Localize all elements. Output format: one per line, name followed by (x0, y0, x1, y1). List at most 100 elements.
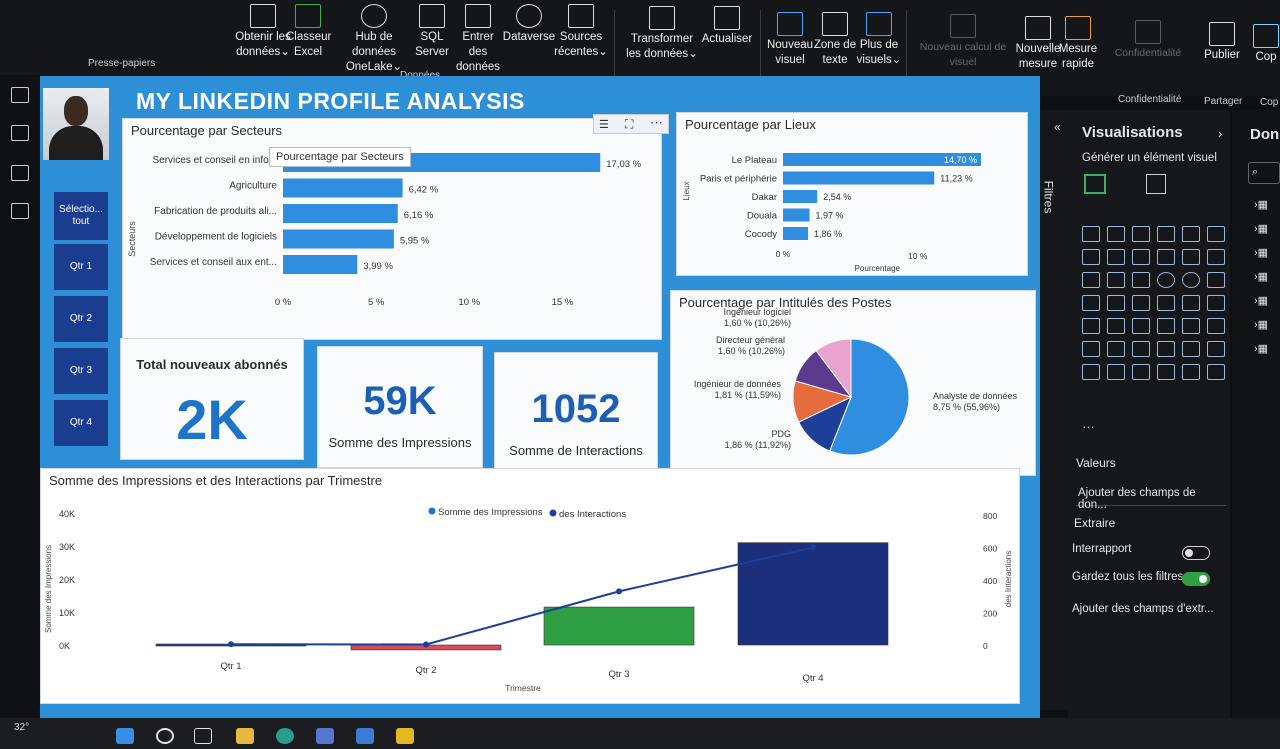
copilot-button[interactable]: Cop (1252, 24, 1280, 65)
decomposition-tree-icon[interactable] (1132, 341, 1150, 357)
stacked-area-icon[interactable] (1132, 249, 1150, 265)
more-visuals-button[interactable]: Plus de visuels⌄ (856, 12, 902, 68)
slicer-qtr3[interactable]: Qtr 3 (54, 348, 108, 394)
location-chart-card[interactable]: Pourcentage par Lieux Lieux Le Plateau 14,… (676, 112, 1028, 276)
goals-icon[interactable] (1207, 341, 1225, 357)
power-apps-icon[interactable] (1107, 364, 1125, 380)
report-view-icon[interactable] (11, 87, 29, 103)
quick-measure-button[interactable]: Mesure rapide (1058, 16, 1098, 72)
format-visual-icon[interactable] (1146, 174, 1166, 194)
store-icon[interactable] (316, 728, 334, 744)
kpi-interactions[interactable]: 1052 Somme de Interactions (494, 352, 658, 476)
expand-chevron-icon[interactable]: › (1218, 126, 1223, 141)
multi-row-card-icon[interactable] (1082, 318, 1100, 334)
new-visual-button[interactable]: Nouveau visuel (766, 12, 814, 68)
weather-temp[interactable]: 32° (14, 722, 30, 733)
paginated-icon[interactable] (1082, 364, 1100, 380)
quarter-combo-card[interactable]: Somme des Impressions et des Interaction… (40, 468, 1020, 704)
add-data-fields-well[interactable]: Ajouter des champs de don... (1076, 484, 1226, 511)
donut-chart-icon[interactable] (1182, 272, 1200, 288)
powerbi-icon[interactable] (396, 728, 414, 744)
more-options-icon[interactable]: ⋯ (650, 115, 663, 130)
clustered-bar-icon[interactable] (1132, 226, 1150, 242)
table-icon[interactable] (1157, 318, 1175, 334)
table-view-icon[interactable] (11, 125, 29, 141)
table-expand-icon[interactable]: ›▦ (1254, 295, 1269, 307)
filled-map-icon[interactable] (1107, 295, 1125, 311)
cross-report-toggle[interactable] (1182, 546, 1210, 560)
search-icon[interactable] (156, 728, 174, 744)
diamond-visual-icon[interactable] (1182, 364, 1200, 380)
new-measure-button[interactable]: Nouvelle mesure (1012, 16, 1064, 72)
r-visual-icon[interactable] (1207, 318, 1225, 334)
recent-sources-button[interactable]: Sources récentes⌄ (554, 4, 608, 60)
area-chart-icon[interactable] (1107, 249, 1125, 265)
table-expand-icon[interactable]: ›▦ (1254, 247, 1269, 259)
collapse-chevron-icon[interactable]: « (1054, 120, 1061, 134)
ribbon-chart-icon[interactable] (1157, 249, 1175, 265)
slicer-qtr1[interactable]: Qtr 1 (54, 244, 108, 290)
key-influencers-icon[interactable] (1107, 341, 1125, 357)
table-expand-icon[interactable]: ›▦ (1254, 223, 1269, 235)
enter-data-button[interactable]: Entrer des données (452, 4, 504, 75)
table-expand-icon[interactable]: ›▦ (1254, 319, 1269, 331)
100-bar-icon[interactable] (1182, 226, 1200, 242)
shape-map-icon[interactable] (1132, 295, 1150, 311)
focus-mode-icon[interactable]: ⛶ (625, 117, 634, 131)
waterfall-icon[interactable] (1082, 272, 1100, 288)
file-explorer-icon[interactable] (236, 728, 254, 744)
sql-server-button[interactable]: SQL Server (414, 4, 450, 60)
100-column-icon[interactable] (1207, 226, 1225, 242)
kpi-impressions[interactable]: 59K Somme des Impressions (317, 346, 483, 468)
table-expand-icon[interactable]: ›▦ (1254, 343, 1269, 355)
slicer-qtr2[interactable]: Qtr 2 (54, 296, 108, 342)
sector-chart-card[interactable]: Pourcentage par Secteurs Secteurs Service… (122, 118, 662, 340)
text-box-button[interactable]: Zone de texte (812, 12, 858, 68)
clustered-column-icon[interactable] (1157, 226, 1175, 242)
map-icon[interactable] (1082, 295, 1100, 311)
filter-icon[interactable]: ☰ (599, 119, 609, 131)
mail-icon[interactable] (356, 728, 374, 744)
keep-filters-toggle[interactable] (1182, 572, 1210, 586)
slicer-icon[interactable] (1132, 318, 1150, 334)
onelake-hub-button[interactable]: Hub de données OneLake⌄ (334, 4, 414, 75)
dax-query-icon[interactable] (11, 203, 29, 219)
stacked-bar-icon[interactable] (1082, 226, 1100, 242)
narrative-icon[interactable] (1182, 341, 1200, 357)
transform-data-button[interactable]: Transformer les données⌄ (624, 6, 700, 62)
kpi-new-followers[interactable]: Total nouveaux abonnés 2K (120, 338, 304, 460)
stacked-column-icon[interactable] (1107, 226, 1125, 242)
start-icon[interactable] (116, 728, 134, 744)
build-visual-icon[interactable] (1084, 174, 1106, 194)
matrix-icon[interactable] (1182, 318, 1200, 334)
publish-button[interactable]: Publier (1196, 22, 1248, 63)
filters-pane-collapsed[interactable]: « Filtres (1040, 110, 1068, 710)
line-column-icon[interactable] (1182, 249, 1200, 265)
chevron-visual-icon[interactable] (1207, 364, 1225, 380)
azure-map-icon[interactable] (1157, 295, 1175, 311)
line-chart-icon[interactable] (1082, 249, 1100, 265)
line-stacked-icon[interactable] (1207, 249, 1225, 265)
card-icon[interactable] (1207, 295, 1225, 311)
dataverse-button[interactable]: Dataverse (502, 4, 556, 45)
python-visual-icon[interactable] (1082, 341, 1100, 357)
add-drill-fields-well[interactable]: Ajouter des champs d'extr... (1072, 603, 1214, 615)
scatter-icon[interactable] (1132, 272, 1150, 288)
kpi-icon[interactable] (1107, 318, 1125, 334)
get-data-button[interactable]: Obtenir les données⌄ (232, 4, 294, 60)
job-title-pie-card[interactable]: Pourcentage par Intitulés des Postes Ana… (670, 290, 1036, 476)
search-icon[interactable]: ⌕ (1248, 162, 1280, 184)
new-visual-calc-button[interactable]: Nouveau calcul de visuel (916, 14, 1010, 70)
power-automate-icon[interactable] (1132, 364, 1150, 380)
slicer-select-all[interactable]: Sélectio... tout (54, 192, 108, 240)
slicer-qtr4[interactable]: Qtr 4 (54, 400, 108, 446)
sensitivity-button[interactable]: Confidentialité (1108, 20, 1188, 61)
refresh-button[interactable]: Actualiser (700, 6, 754, 47)
excel-workbook-button[interactable]: Classeur Excel (286, 4, 331, 60)
funnel-icon[interactable] (1107, 272, 1125, 288)
table-expand-icon[interactable]: ›▦ (1254, 271, 1269, 283)
table-expand-icon[interactable]: ›▦ (1254, 199, 1269, 211)
treemap-icon[interactable] (1207, 272, 1225, 288)
task-view-icon[interactable] (194, 728, 212, 744)
model-view-icon[interactable] (11, 165, 29, 181)
